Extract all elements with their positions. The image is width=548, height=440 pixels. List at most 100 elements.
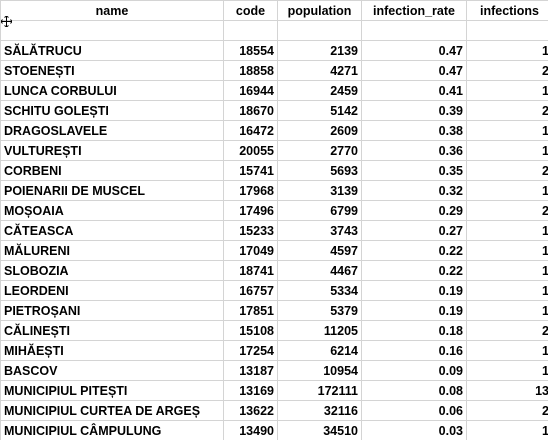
cell-infection-rate[interactable]: 0.08 [361,380,467,401]
cell-code[interactable]: 18741 [223,260,278,281]
empty-cell[interactable] [223,20,278,41]
cell-code[interactable]: 17851 [223,300,278,321]
cell-population[interactable]: 2770 [277,140,362,161]
cell-name[interactable]: CĂTEASCA [0,220,224,241]
cell-population[interactable]: 32116 [277,400,362,421]
cell-infection-rate[interactable]: 0.03 [361,420,467,440]
cell-population[interactable]: 4271 [277,60,362,81]
cell-population[interactable]: 5142 [277,100,362,121]
cell-infections[interactable]: 1 [466,260,548,281]
cell-population[interactable]: 5693 [277,160,362,181]
cell-infections[interactable]: 2 [466,320,548,341]
empty-cell[interactable] [0,20,224,41]
cell-name[interactable]: STOENEȘTI [0,60,224,81]
cell-name[interactable]: SCHITU GOLEȘTI [0,100,224,121]
cell-code[interactable]: 17968 [223,180,278,201]
cell-name[interactable]: PIETROȘANI [0,300,224,321]
cell-population[interactable]: 11205 [277,320,362,341]
cell-infections[interactable]: 2 [466,200,548,221]
cell-infections[interactable]: 2 [466,60,548,81]
header-code[interactable]: code [223,0,278,21]
cell-infection-rate[interactable]: 0.35 [361,160,467,181]
header-infections[interactable]: infections [466,0,548,21]
cell-infection-rate[interactable]: 0.27 [361,220,467,241]
cell-name[interactable]: MOȘOAIA [0,200,224,221]
cell-infections[interactable]: 1 [466,120,548,141]
cell-infections[interactable]: 1 [466,420,548,440]
cell-infections[interactable]: 2 [466,400,548,421]
cell-population[interactable]: 4467 [277,260,362,281]
cell-code[interactable]: 17254 [223,340,278,361]
cell-infections[interactable]: 1 [466,40,548,61]
cell-code[interactable]: 17049 [223,240,278,261]
cell-code[interactable]: 13187 [223,360,278,381]
cell-infection-rate[interactable]: 0.47 [361,40,467,61]
cell-name[interactable]: CORBENI [0,160,224,181]
cell-code[interactable]: 15741 [223,160,278,181]
cell-infection-rate[interactable]: 0.19 [361,280,467,301]
cell-code[interactable]: 18670 [223,100,278,121]
cell-infections[interactable]: 2 [466,100,548,121]
cell-population[interactable]: 6214 [277,340,362,361]
cell-code[interactable]: 17496 [223,200,278,221]
cell-population[interactable]: 5379 [277,300,362,321]
cell-name[interactable]: SĂLĂTRUCU [0,40,224,61]
cell-infection-rate[interactable]: 0.32 [361,180,467,201]
cell-infections[interactable]: 1 [466,140,548,161]
cell-population[interactable]: 3139 [277,180,362,201]
cell-infection-rate[interactable]: 0.41 [361,80,467,101]
cell-infection-rate[interactable]: 0.47 [361,60,467,81]
cell-infection-rate[interactable]: 0.22 [361,240,467,261]
cell-infection-rate[interactable]: 0.16 [361,340,467,361]
cell-population[interactable]: 2139 [277,40,362,61]
cell-code[interactable]: 13169 [223,380,278,401]
cell-name[interactable]: MUNICIPIUL PITEȘTI [0,380,224,401]
cell-code[interactable]: 20055 [223,140,278,161]
cell-name[interactable]: LUNCA CORBULUI [0,80,224,101]
cell-name[interactable]: MUNICIPIUL CURTEA DE ARGEȘ [0,400,224,421]
cell-infection-rate[interactable]: 0.38 [361,120,467,141]
cell-infection-rate[interactable]: 0.19 [361,300,467,321]
cell-name[interactable]: DRAGOSLAVELE [0,120,224,141]
cell-code[interactable]: 18554 [223,40,278,61]
cell-population[interactable]: 2609 [277,120,362,141]
cell-name[interactable]: VULTUREȘTI [0,140,224,161]
cell-name[interactable]: POIENARII DE MUSCEL [0,180,224,201]
empty-cell[interactable] [277,20,362,41]
cell-infection-rate[interactable]: 0.18 [361,320,467,341]
cell-code[interactable]: 15108 [223,320,278,341]
cell-infections[interactable]: 1 [466,300,548,321]
cell-name[interactable]: MUNICIPIUL CÂMPULUNG [0,420,224,440]
cell-infection-rate[interactable]: 0.39 [361,100,467,121]
cell-code[interactable]: 16757 [223,280,278,301]
cell-name[interactable]: MĂLURENI [0,240,224,261]
cell-infections[interactable]: 2 [466,160,548,181]
cell-code[interactable]: 18858 [223,60,278,81]
cell-population[interactable]: 5334 [277,280,362,301]
cell-name[interactable]: MIHĂEȘTI [0,340,224,361]
cell-population[interactable]: 172111 [277,380,362,401]
cell-infections[interactable]: 1 [466,340,548,361]
cell-infections[interactable]: 1 [466,280,548,301]
cell-population[interactable]: 2459 [277,80,362,101]
cell-infections[interactable]: 1 [466,180,548,201]
cell-code[interactable]: 16944 [223,80,278,101]
cell-infections[interactable]: 1 [466,80,548,101]
cell-infections[interactable]: 1 [466,360,548,381]
cell-name[interactable]: LEORDENI [0,280,224,301]
cell-code[interactable]: 13622 [223,400,278,421]
cell-code[interactable]: 13490 [223,420,278,440]
cell-infection-rate[interactable]: 0.36 [361,140,467,161]
cell-infection-rate[interactable]: 0.09 [361,360,467,381]
empty-cell[interactable] [466,20,548,41]
cell-population[interactable]: 4597 [277,240,362,261]
cell-infections[interactable]: 1 [466,220,548,241]
header-infection-rate[interactable]: infection_rate [361,0,467,21]
cell-code[interactable]: 15233 [223,220,278,241]
cell-infections[interactable]: 13 [466,380,548,401]
cell-infection-rate[interactable]: 0.22 [361,260,467,281]
cell-population[interactable]: 34510 [277,420,362,440]
empty-cell[interactable] [361,20,467,41]
header-name[interactable]: name [0,0,224,21]
cell-infection-rate[interactable]: 0.06 [361,400,467,421]
